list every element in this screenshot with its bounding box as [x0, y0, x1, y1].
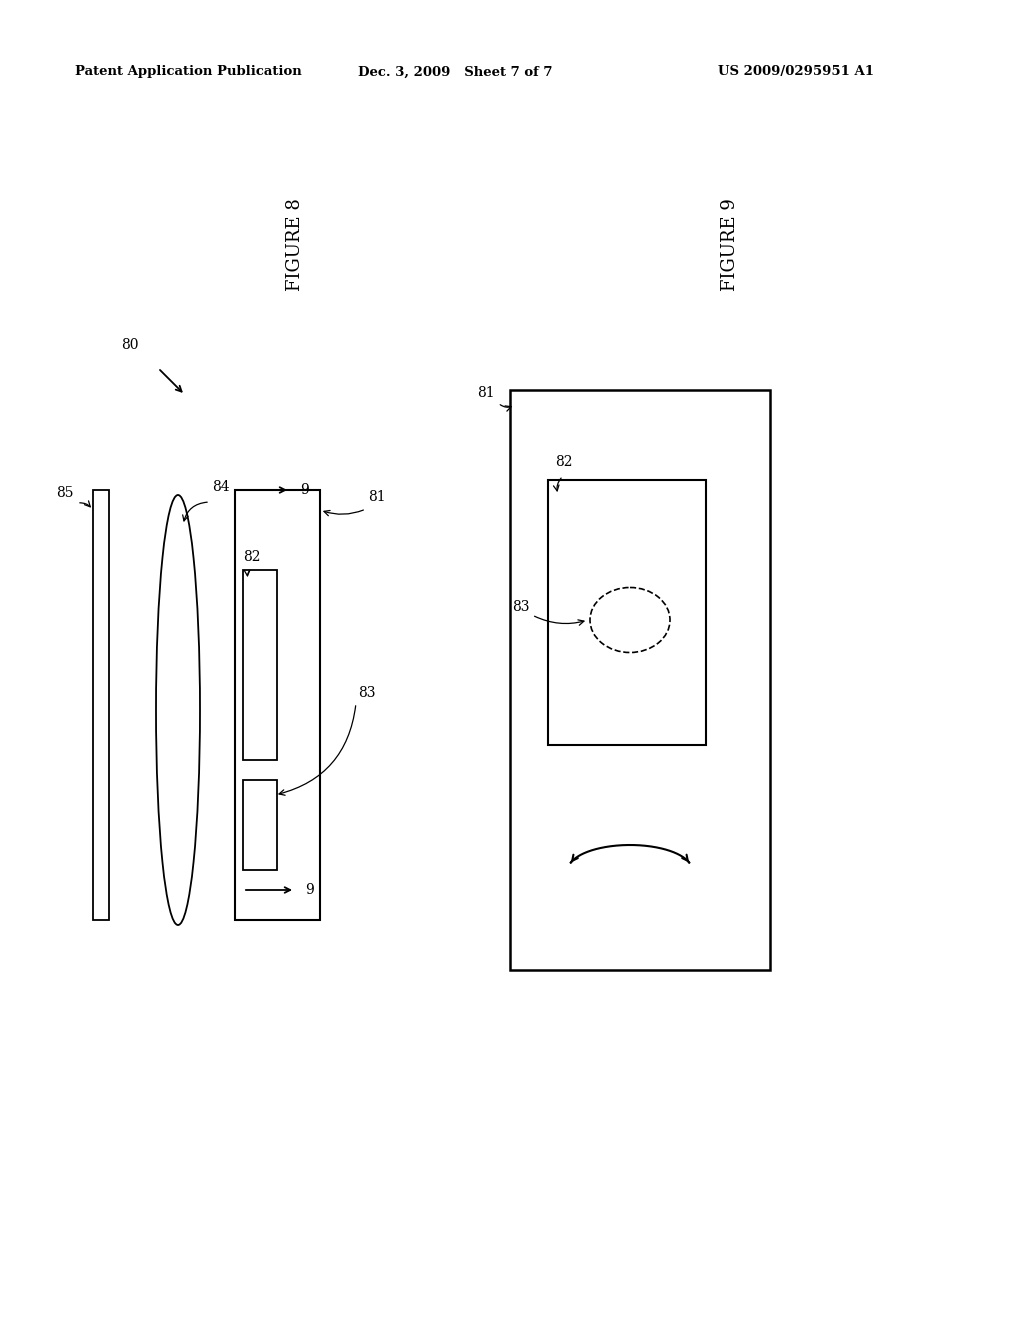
- Text: 82: 82: [555, 455, 572, 469]
- Text: 81: 81: [477, 385, 495, 400]
- Text: 85: 85: [56, 486, 74, 500]
- Text: 82: 82: [243, 550, 260, 564]
- Text: 84: 84: [212, 480, 229, 494]
- Bar: [510, 389, 770, 970]
- Text: 9: 9: [305, 883, 313, 898]
- Bar: [548, 480, 706, 744]
- Bar: [243, 780, 278, 870]
- Text: 83: 83: [512, 601, 530, 614]
- Text: 80: 80: [121, 338, 138, 352]
- Text: FIGURE 8: FIGURE 8: [286, 198, 304, 292]
- Ellipse shape: [156, 495, 200, 925]
- Bar: [93, 490, 109, 920]
- Text: 81: 81: [368, 490, 386, 504]
- Bar: [243, 570, 278, 760]
- Bar: [234, 490, 319, 920]
- Text: FIGURE 9: FIGURE 9: [721, 198, 739, 292]
- Text: Patent Application Publication: Patent Application Publication: [75, 66, 302, 78]
- Text: 83: 83: [358, 686, 376, 700]
- Text: 9: 9: [300, 483, 309, 498]
- Text: US 2009/0295951 A1: US 2009/0295951 A1: [718, 66, 874, 78]
- Ellipse shape: [590, 587, 670, 652]
- Text: Dec. 3, 2009   Sheet 7 of 7: Dec. 3, 2009 Sheet 7 of 7: [358, 66, 553, 78]
